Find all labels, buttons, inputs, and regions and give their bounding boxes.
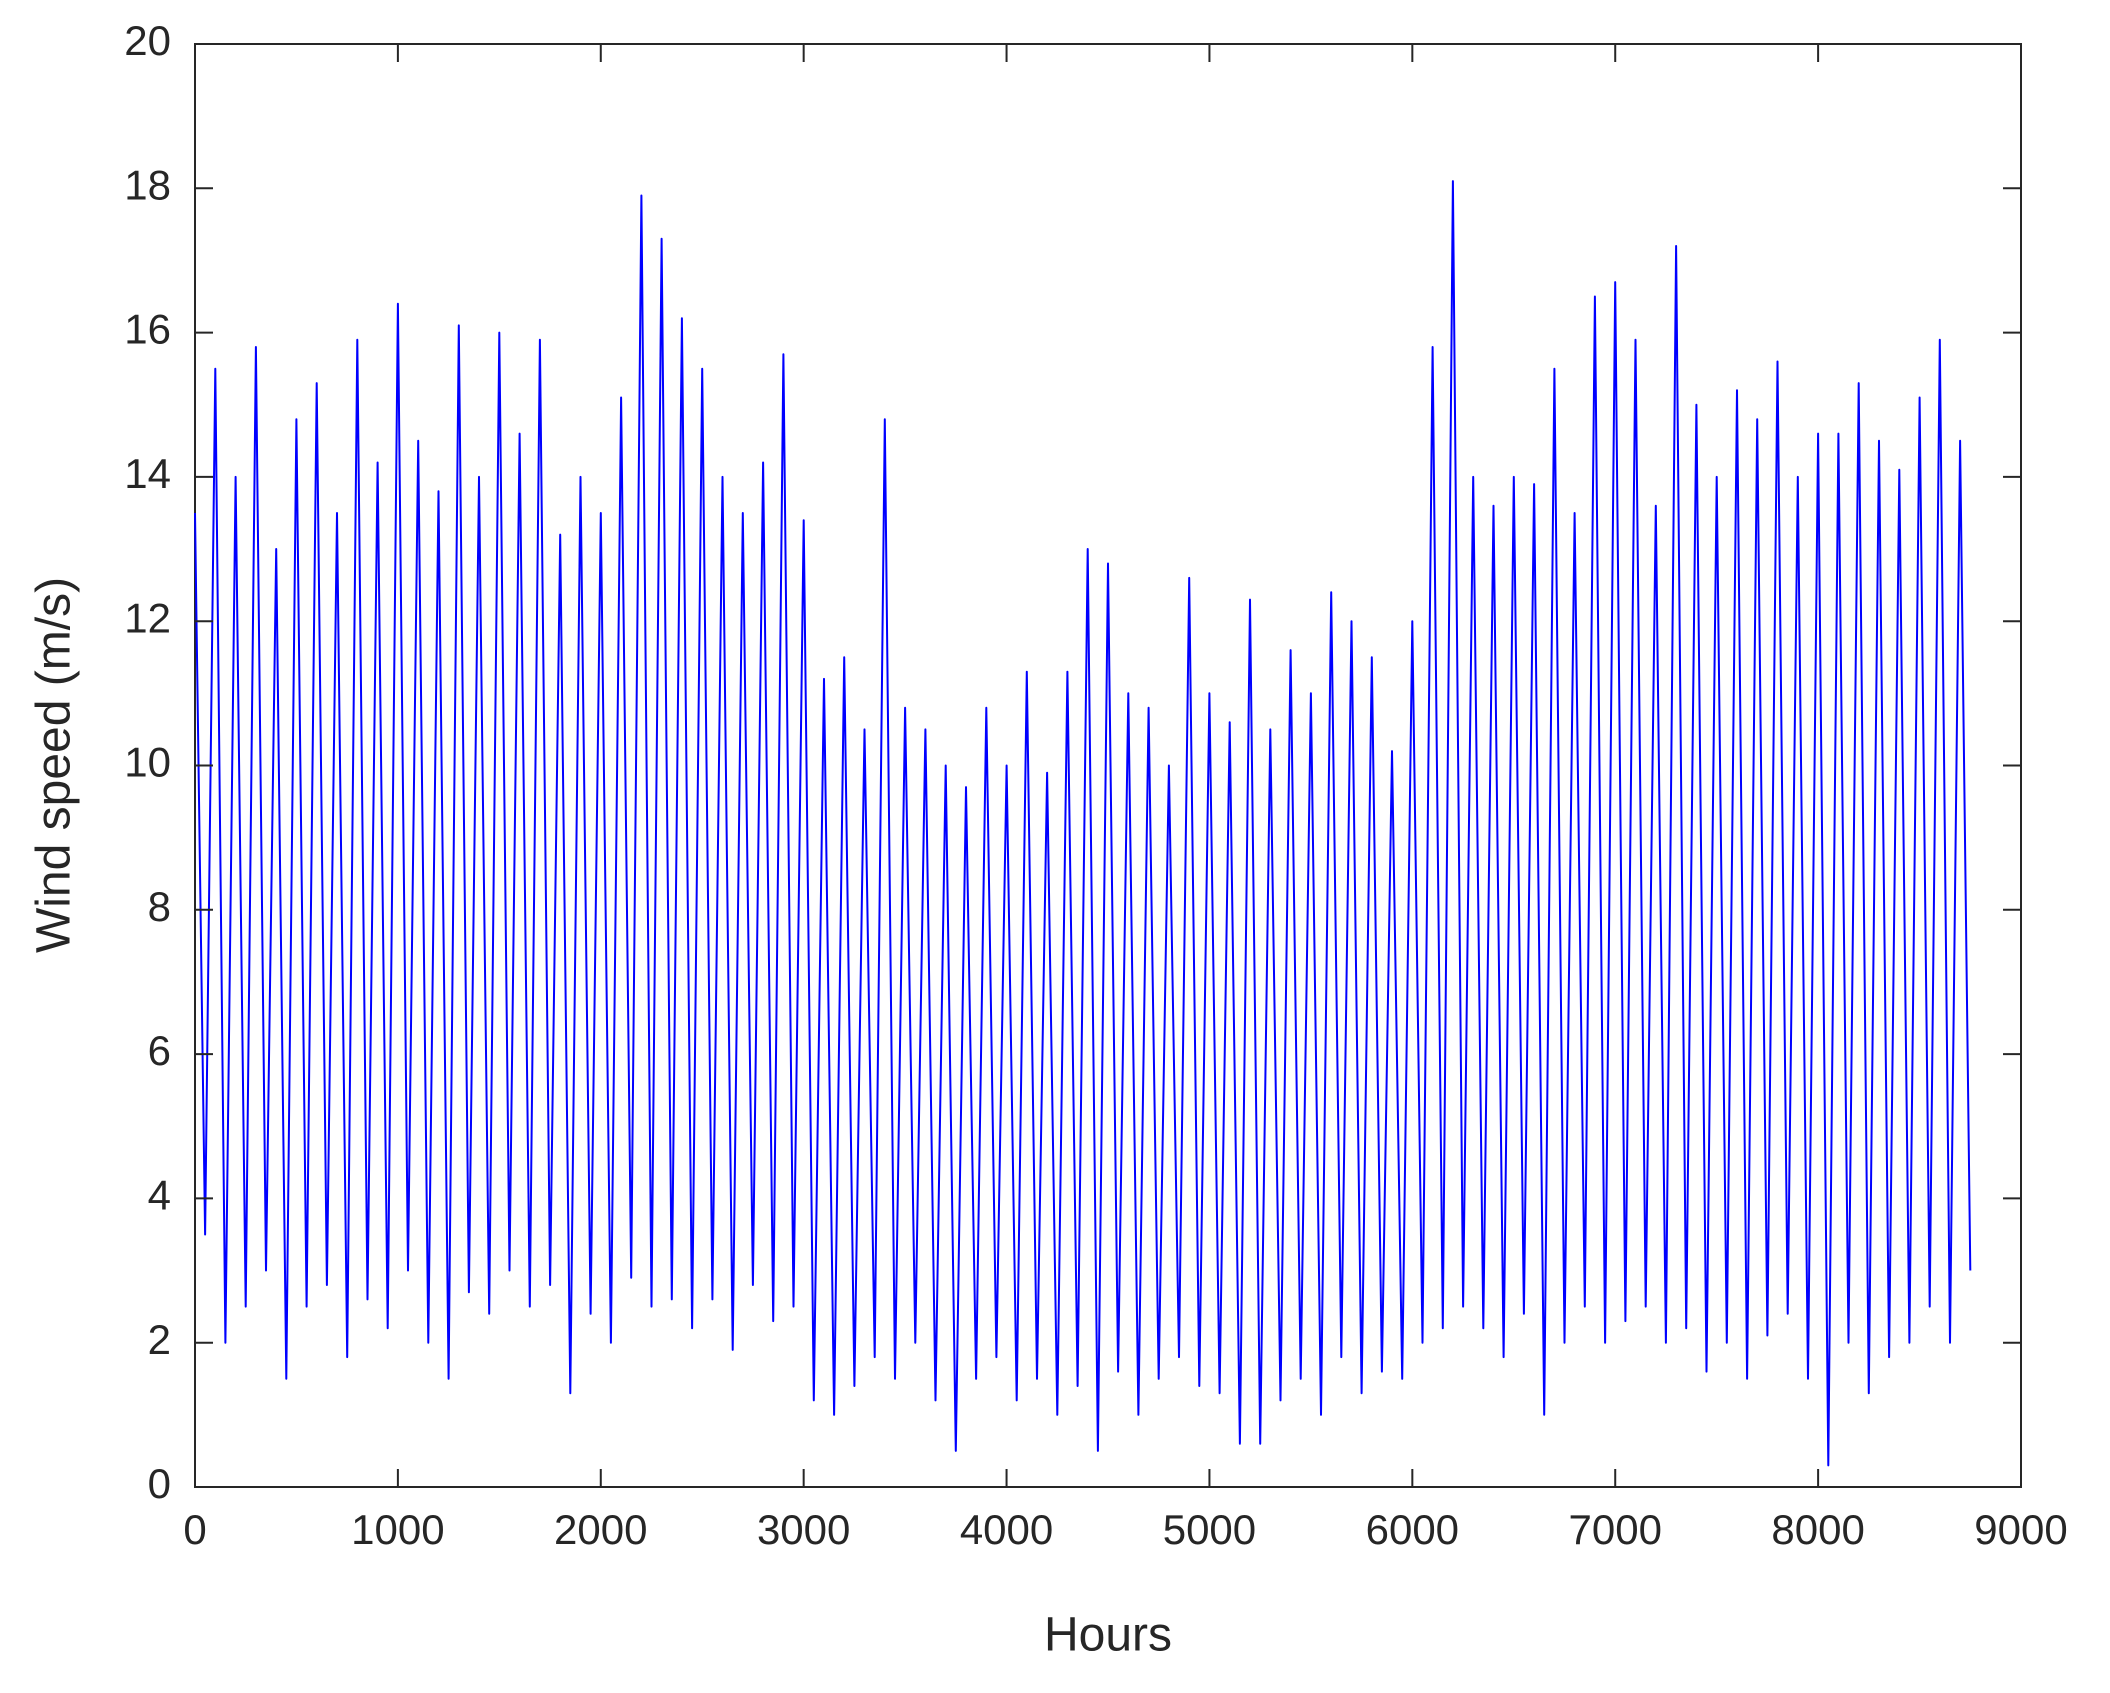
y-axis-label: Wind speed (m/s) (28, 577, 81, 953)
plot-box (194, 43, 2022, 1488)
x-tick-label: 2000 (554, 1506, 647, 1553)
y-tick-label: 8 (148, 883, 171, 930)
x-tick-label: 7000 (1569, 1506, 1662, 1553)
y-tick-label: 10 (124, 739, 171, 786)
y-tick-label: 12 (124, 594, 171, 641)
x-tick-label: 4000 (960, 1506, 1053, 1553)
data-line (194, 180, 1972, 1467)
x-tick-label: 8000 (1771, 1506, 1864, 1553)
y-tick-label: 14 (124, 450, 171, 497)
y-tick-label: 4 (148, 1171, 171, 1218)
x-tick-label: 3000 (757, 1506, 850, 1553)
y-tick-label: 20 (124, 17, 171, 64)
y-tick-label: 0 (148, 1460, 171, 1507)
x-tick-label: 1000 (351, 1506, 444, 1553)
y-tick-label: 6 (148, 1027, 171, 1074)
x-tick-label: 5000 (1163, 1506, 1256, 1553)
y-tick-label: 16 (124, 306, 171, 353)
y-tick-label: 18 (124, 161, 171, 208)
x-tick-label: 9000 (1974, 1506, 2067, 1553)
x-tick-label: 6000 (1366, 1506, 1459, 1553)
y-tick-label: 2 (148, 1316, 171, 1363)
x-tick-label: 0 (183, 1506, 206, 1553)
x-axis-label: Hours (1044, 1609, 1172, 1662)
